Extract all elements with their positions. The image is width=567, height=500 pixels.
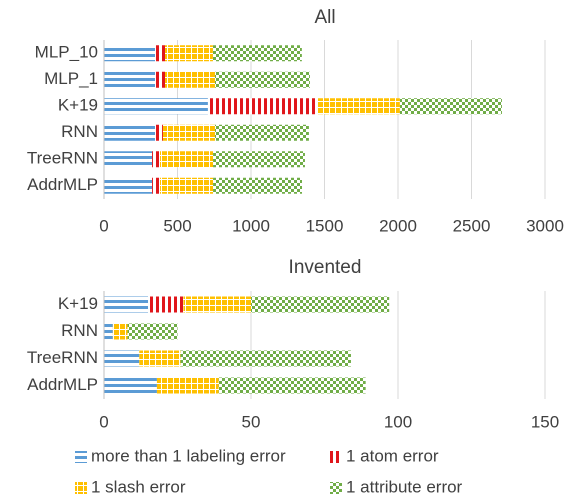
bar-segment [160, 151, 214, 168]
bar-segment [127, 323, 178, 340]
bar-segment [104, 296, 149, 313]
y-tick-label: RNN [61, 321, 98, 340]
bar-segment [104, 350, 140, 367]
bar-segment [155, 124, 163, 141]
y-tick-label: K+19 [58, 294, 98, 313]
y-tick-label: AddrMLP [27, 175, 98, 194]
x-tick-label: 100 [384, 412, 412, 431]
y-tick-label: AddrMLP [27, 375, 98, 394]
x-tick-label: 0 [99, 412, 108, 431]
legend-swatch [75, 451, 87, 463]
x-tick-label: 500 [163, 216, 191, 235]
chart-title: All [314, 7, 335, 28]
x-tick-label: 3000 [526, 216, 564, 235]
chart-title: Invented [289, 257, 362, 278]
legend-label: 1 atom error [346, 446, 439, 465]
bar-segment [207, 98, 318, 115]
x-tick-label: 2000 [379, 216, 417, 235]
legend-swatch [330, 482, 342, 494]
x-tick-label: 50 [242, 412, 261, 431]
bar-segment [165, 71, 215, 88]
bar-segment [104, 71, 156, 88]
bar-segment [104, 98, 208, 115]
bar-segment [160, 177, 214, 194]
bar-segment [104, 323, 113, 340]
bar-segment [112, 323, 128, 340]
bar-segment [104, 151, 153, 168]
bar-segment [218, 377, 366, 394]
bar-segment [212, 45, 302, 62]
y-tick-label: K+19 [58, 96, 98, 115]
bar-segment [162, 124, 215, 141]
bar-segment [104, 45, 156, 62]
bar-segment [251, 296, 390, 313]
legend-label: more than 1 labeling error [91, 446, 286, 465]
bar-segment [180, 350, 351, 367]
bar-segment [104, 377, 157, 394]
legend-swatch [75, 482, 87, 494]
bar-segment [317, 98, 400, 115]
x-tick-label: 0 [99, 216, 108, 235]
legend-label: 1 attribute error [346, 477, 463, 496]
bar-segment [152, 151, 161, 168]
bar-segment [214, 71, 310, 88]
bar-segment [213, 177, 303, 194]
bar-segment [155, 45, 166, 62]
bar-segment [213, 151, 305, 168]
bar-segment [399, 98, 502, 115]
y-tick-label: MLP_10 [35, 43, 98, 62]
y-tick-label: RNN [61, 122, 98, 141]
bar-segment [104, 124, 156, 141]
x-tick-label: 1500 [306, 216, 344, 235]
y-tick-label: TreeRNN [27, 348, 98, 367]
x-tick-label: 150 [531, 412, 559, 431]
bar-segment [148, 296, 184, 313]
x-tick-label: 1000 [232, 216, 270, 235]
y-tick-label: TreeRNN [27, 149, 98, 168]
x-tick-label: 2500 [453, 216, 491, 235]
bar-segment [156, 377, 219, 394]
bar-segment [214, 124, 309, 141]
legend-label: 1 slash error [91, 477, 186, 496]
bar-segment [155, 71, 166, 88]
bar-segment [183, 296, 251, 313]
y-tick-label: MLP_1 [44, 69, 98, 88]
bar-segment [139, 350, 181, 367]
legend-swatch [330, 451, 342, 463]
bar-segment [165, 45, 213, 62]
bar-segment [152, 177, 161, 194]
bar-segment [104, 177, 153, 194]
